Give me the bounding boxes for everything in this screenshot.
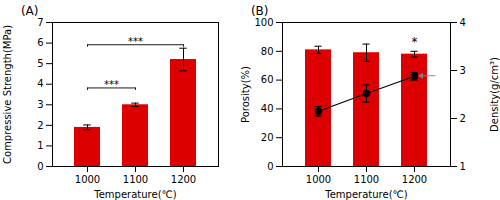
svg-text:0: 0: [267, 161, 273, 172]
svg-text:***: ***: [104, 79, 119, 90]
svg-text:20: 20: [261, 132, 274, 143]
svg-text:0: 0: [37, 161, 43, 172]
svg-text:1100: 1100: [123, 174, 148, 185]
svg-text:40: 40: [261, 103, 274, 114]
svg-text:Temperature(℃): Temperature(℃): [93, 189, 176, 200]
svg-text:1: 1: [37, 140, 43, 151]
svg-text:1000: 1000: [75, 174, 100, 185]
svg-text:2: 2: [37, 120, 43, 131]
svg-text:1100: 1100: [354, 174, 379, 185]
svg-text:1200: 1200: [171, 174, 196, 185]
svg-text:(B): (B): [251, 4, 269, 18]
svg-text:6: 6: [37, 37, 43, 48]
svg-text:(A): (A): [21, 4, 39, 18]
svg-text:60: 60: [261, 74, 274, 85]
svg-text:100: 100: [254, 17, 273, 28]
svg-text:80: 80: [261, 46, 274, 57]
svg-text:5: 5: [37, 58, 43, 69]
svg-text:1200: 1200: [402, 174, 427, 185]
svg-text:7: 7: [37, 17, 43, 28]
svg-text:*: *: [412, 35, 418, 49]
svg-text:2: 2: [460, 113, 466, 124]
svg-text:1000: 1000: [306, 174, 331, 185]
svg-text:Density(g/cm³): Density(g/cm³): [489, 57, 500, 132]
svg-text:Temperature(℃): Temperature(℃): [324, 189, 407, 200]
svg-text:Compressive Strength(MPa): Compressive Strength(MPa): [2, 25, 13, 164]
svg-text:***: ***: [128, 36, 143, 47]
svg-text:4: 4: [460, 17, 466, 28]
svg-text:3: 3: [460, 65, 466, 76]
svg-text:4: 4: [37, 78, 43, 89]
svg-text:Porosity(%): Porosity(%): [240, 66, 251, 123]
svg-text:3: 3: [37, 99, 43, 110]
svg-text:1: 1: [460, 161, 466, 172]
